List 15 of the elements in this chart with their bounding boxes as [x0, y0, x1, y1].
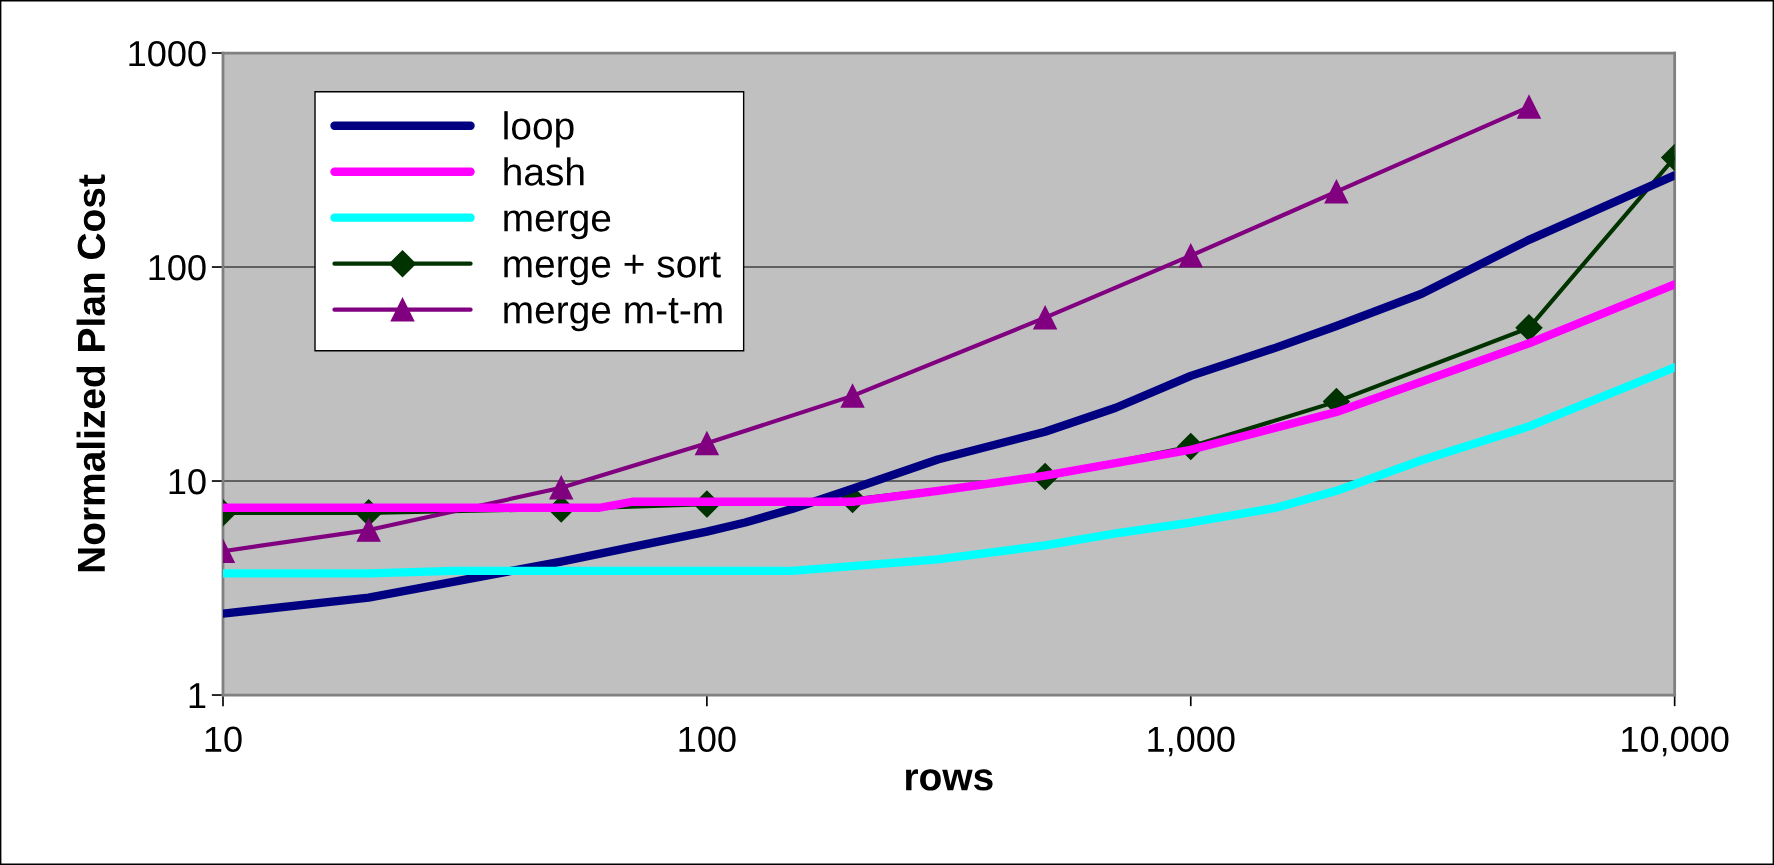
x-tick-label: 10,000 — [1622, 726, 1729, 757]
y-tick-label: 1000 — [129, 40, 206, 67]
legend-label: merge — [504, 210, 611, 240]
legend-label: hash — [504, 157, 584, 186]
y-tick-label: 1 — [189, 683, 206, 709]
y-axis-title: Normalized Plan Cost — [76, 174, 106, 572]
legend-label: merge + sort — [504, 252, 721, 286]
x-tick-label: 1,000 — [1148, 726, 1235, 757]
x-axis-title: rows — [906, 769, 993, 791]
x-tick-label: 10 — [205, 726, 242, 753]
legend-label: merge m-t-m — [504, 298, 722, 332]
y-tick-label: 100 — [149, 254, 206, 281]
x-tick-label: 100 — [679, 726, 736, 753]
y-tick-label: 10 — [169, 468, 206, 495]
legend-label: loop — [504, 111, 574, 148]
